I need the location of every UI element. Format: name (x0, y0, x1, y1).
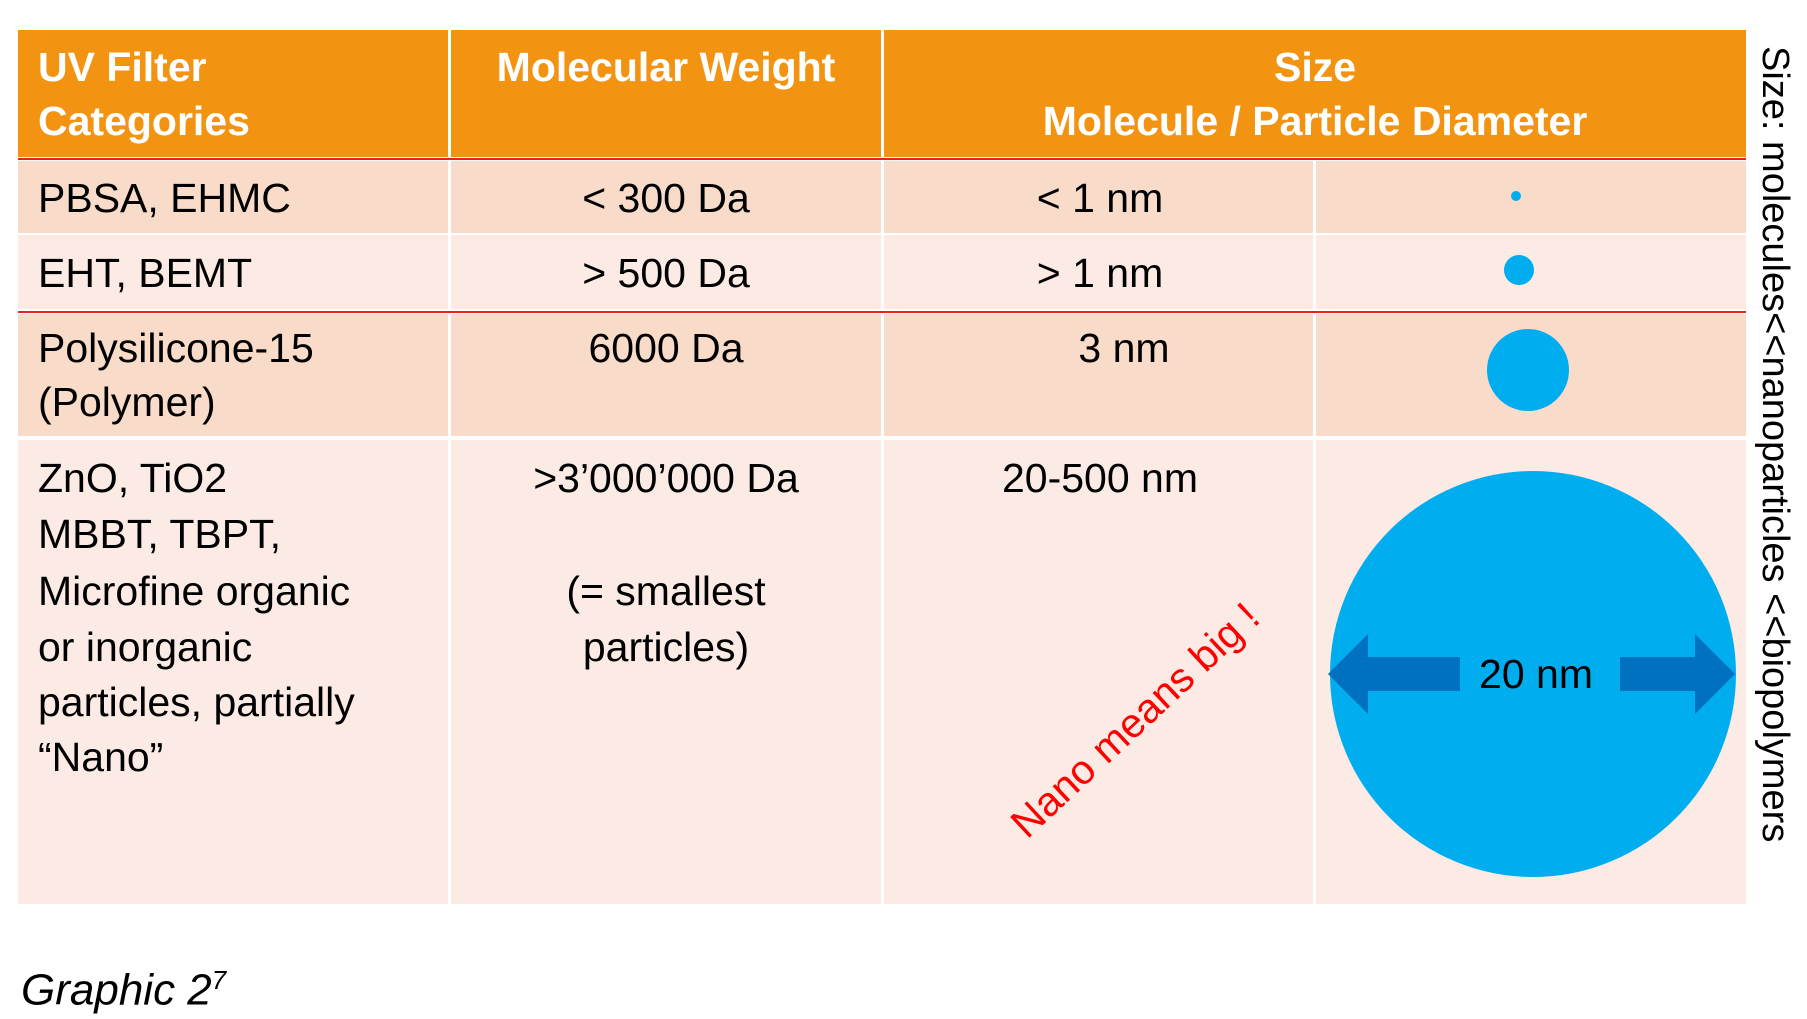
cell: 3 nm (1078, 325, 1170, 371)
cell: (= smallest (566, 568, 766, 614)
cell: (Polymer) (38, 379, 216, 425)
red-line (18, 158, 1746, 160)
diameter-label: 20 nm (1479, 651, 1593, 697)
cell: 6000 Da (588, 325, 744, 371)
cell: < 300 Da (582, 175, 750, 221)
arrow (1328, 634, 1460, 714)
cell: or inorganic (38, 624, 253, 670)
cell: Microfine organic (38, 568, 351, 614)
size-dot (1330, 471, 1736, 877)
header-cell: Size (1273, 44, 1357, 90)
size-dot (1504, 255, 1534, 285)
cell: EHT, BEMT (38, 250, 253, 296)
cell: > 500 Da (582, 250, 750, 296)
header-cell: Molecule / Particle Diameter (1042, 98, 1588, 144)
cell: particles, partially (38, 679, 355, 725)
cell: Polysilicone-15 (38, 325, 314, 371)
size-dot (1511, 191, 1521, 201)
divider (448, 30, 451, 904)
divider (1313, 161, 1316, 904)
cell: < 1 nm (1036, 175, 1164, 221)
cell: >3’000’000 Da (533, 455, 799, 501)
cell: PBSA, EHMC (38, 175, 291, 221)
header-cell: Molecular Weight (496, 44, 836, 90)
header-cell: UV Filter (38, 44, 207, 90)
red-line (18, 311, 1746, 313)
cell: MBBT, TBPT, (38, 511, 282, 557)
cell: ZnO, TiO2 (38, 455, 228, 501)
cell: particles) (582, 624, 750, 670)
cell: 20-500 nm (1001, 455, 1199, 501)
cell: “Nano” (38, 734, 164, 780)
caption-text: Graphic 2 (21, 965, 212, 1015)
divider (881, 30, 884, 904)
side-label: Size: molecules<<nanoparticles <<biopoly… (1754, 46, 1796, 843)
caption: Graphic 27 (21, 952, 226, 1019)
arrow (1620, 634, 1735, 714)
size-dot (1487, 329, 1569, 411)
caption-ref: 7 (211, 965, 227, 995)
header-cell: Categories (38, 98, 250, 144)
cell: > 1 nm (1036, 250, 1164, 296)
